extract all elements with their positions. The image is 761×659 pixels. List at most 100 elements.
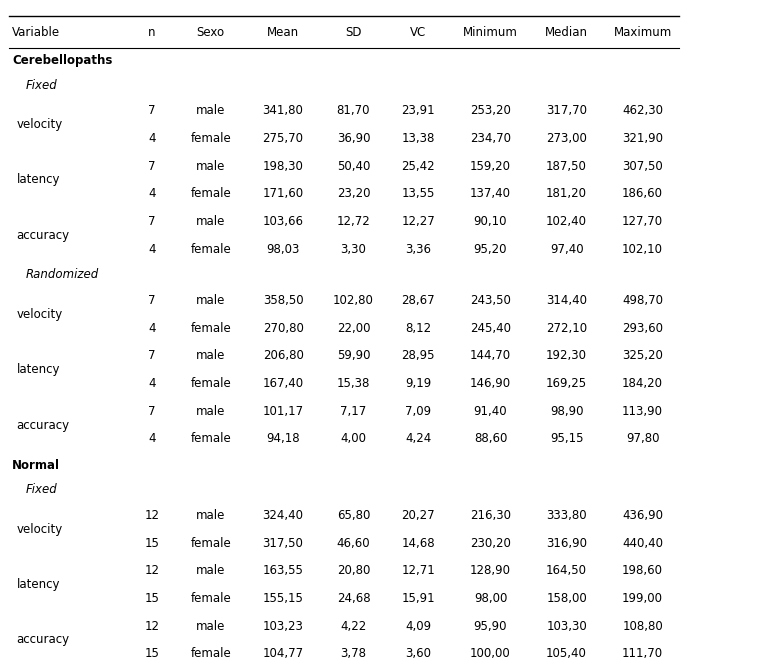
Text: 12: 12 (145, 619, 159, 633)
Text: 198,30: 198,30 (263, 159, 304, 173)
Text: 273,00: 273,00 (546, 132, 587, 145)
Text: 167,40: 167,40 (263, 377, 304, 390)
Text: 199,00: 199,00 (622, 592, 663, 605)
Text: 206,80: 206,80 (263, 349, 304, 362)
Text: 314,40: 314,40 (546, 294, 587, 307)
Text: 111,70: 111,70 (622, 647, 664, 659)
Text: 253,20: 253,20 (470, 104, 511, 117)
Text: 171,60: 171,60 (263, 187, 304, 200)
Text: 4,00: 4,00 (340, 432, 367, 445)
Text: 59,90: 59,90 (336, 349, 371, 362)
Text: 13,38: 13,38 (402, 132, 435, 145)
Text: 4: 4 (148, 377, 155, 390)
Text: 158,00: 158,00 (546, 592, 587, 605)
Text: 94,18: 94,18 (266, 432, 300, 445)
Text: 155,15: 155,15 (263, 592, 304, 605)
Text: 7: 7 (148, 104, 155, 117)
Text: 95,20: 95,20 (473, 243, 508, 256)
Text: latency: latency (17, 578, 60, 591)
Text: female: female (190, 377, 231, 390)
Text: 317,70: 317,70 (546, 104, 587, 117)
Text: 8,12: 8,12 (405, 322, 431, 335)
Text: SD: SD (345, 26, 361, 39)
Text: Normal: Normal (12, 459, 60, 472)
Text: male: male (196, 104, 225, 117)
Text: 113,90: 113,90 (622, 405, 663, 418)
Text: 98,03: 98,03 (266, 243, 300, 256)
Text: 243,50: 243,50 (470, 294, 511, 307)
Text: 4,22: 4,22 (340, 619, 367, 633)
Text: velocity: velocity (17, 523, 63, 536)
Text: 4: 4 (148, 432, 155, 445)
Text: male: male (196, 405, 225, 418)
Text: 186,60: 186,60 (622, 187, 663, 200)
Text: 341,80: 341,80 (263, 104, 304, 117)
Text: 12,71: 12,71 (401, 564, 435, 577)
Text: 15,38: 15,38 (337, 377, 370, 390)
Text: 12: 12 (145, 564, 159, 577)
Text: 24,68: 24,68 (336, 592, 371, 605)
Text: 103,23: 103,23 (263, 619, 304, 633)
Text: velocity: velocity (17, 308, 63, 321)
Text: Median: Median (545, 26, 588, 39)
Text: 3,60: 3,60 (405, 647, 431, 659)
Text: 28,95: 28,95 (401, 349, 435, 362)
Text: 317,50: 317,50 (263, 536, 304, 550)
Text: 293,60: 293,60 (622, 322, 663, 335)
Text: 127,70: 127,70 (622, 215, 664, 228)
Text: Maximum: Maximum (613, 26, 672, 39)
Text: 128,90: 128,90 (470, 564, 511, 577)
Text: Sexo: Sexo (197, 26, 224, 39)
Text: female: female (190, 432, 231, 445)
Text: 15: 15 (145, 592, 159, 605)
Text: 103,66: 103,66 (263, 215, 304, 228)
Text: 36,90: 36,90 (336, 132, 371, 145)
Text: 28,67: 28,67 (401, 294, 435, 307)
Text: 4: 4 (148, 187, 155, 200)
Text: 7,09: 7,09 (405, 405, 431, 418)
Text: male: male (196, 509, 225, 522)
Text: 358,50: 358,50 (263, 294, 304, 307)
Text: male: male (196, 564, 225, 577)
Text: latency: latency (17, 173, 60, 186)
Text: 321,90: 321,90 (622, 132, 663, 145)
Text: 440,40: 440,40 (622, 536, 663, 550)
Text: 3,30: 3,30 (340, 243, 367, 256)
Text: 23,20: 23,20 (336, 187, 371, 200)
Text: n: n (148, 26, 155, 39)
Text: male: male (196, 349, 225, 362)
Text: 102,40: 102,40 (546, 215, 587, 228)
Text: 462,30: 462,30 (622, 104, 663, 117)
Text: 98,90: 98,90 (549, 405, 584, 418)
Text: 97,40: 97,40 (549, 243, 584, 256)
Text: 90,10: 90,10 (473, 215, 508, 228)
Text: 15: 15 (145, 647, 159, 659)
Text: male: male (196, 294, 225, 307)
Text: 7: 7 (148, 349, 155, 362)
Text: Fixed: Fixed (26, 78, 58, 92)
Text: 81,70: 81,70 (336, 104, 371, 117)
Text: 25,42: 25,42 (401, 159, 435, 173)
Text: 4,09: 4,09 (405, 619, 431, 633)
Text: 98,00: 98,00 (474, 592, 507, 605)
Text: 230,20: 230,20 (470, 536, 511, 550)
Text: 12: 12 (145, 509, 159, 522)
Text: 4,24: 4,24 (405, 432, 431, 445)
Text: 436,90: 436,90 (622, 509, 663, 522)
Text: 144,70: 144,70 (470, 349, 511, 362)
Text: 20,80: 20,80 (337, 564, 370, 577)
Text: 15: 15 (145, 536, 159, 550)
Text: accuracy: accuracy (17, 633, 70, 646)
Text: accuracy: accuracy (17, 418, 70, 432)
Text: 12,27: 12,27 (401, 215, 435, 228)
Text: 13,55: 13,55 (402, 187, 435, 200)
Text: male: male (196, 215, 225, 228)
Text: male: male (196, 619, 225, 633)
Text: 187,50: 187,50 (546, 159, 587, 173)
Text: 333,80: 333,80 (546, 509, 587, 522)
Text: female: female (190, 592, 231, 605)
Text: 146,90: 146,90 (470, 377, 511, 390)
Text: 103,30: 103,30 (546, 619, 587, 633)
Text: 91,40: 91,40 (473, 405, 508, 418)
Text: 316,90: 316,90 (546, 536, 587, 550)
